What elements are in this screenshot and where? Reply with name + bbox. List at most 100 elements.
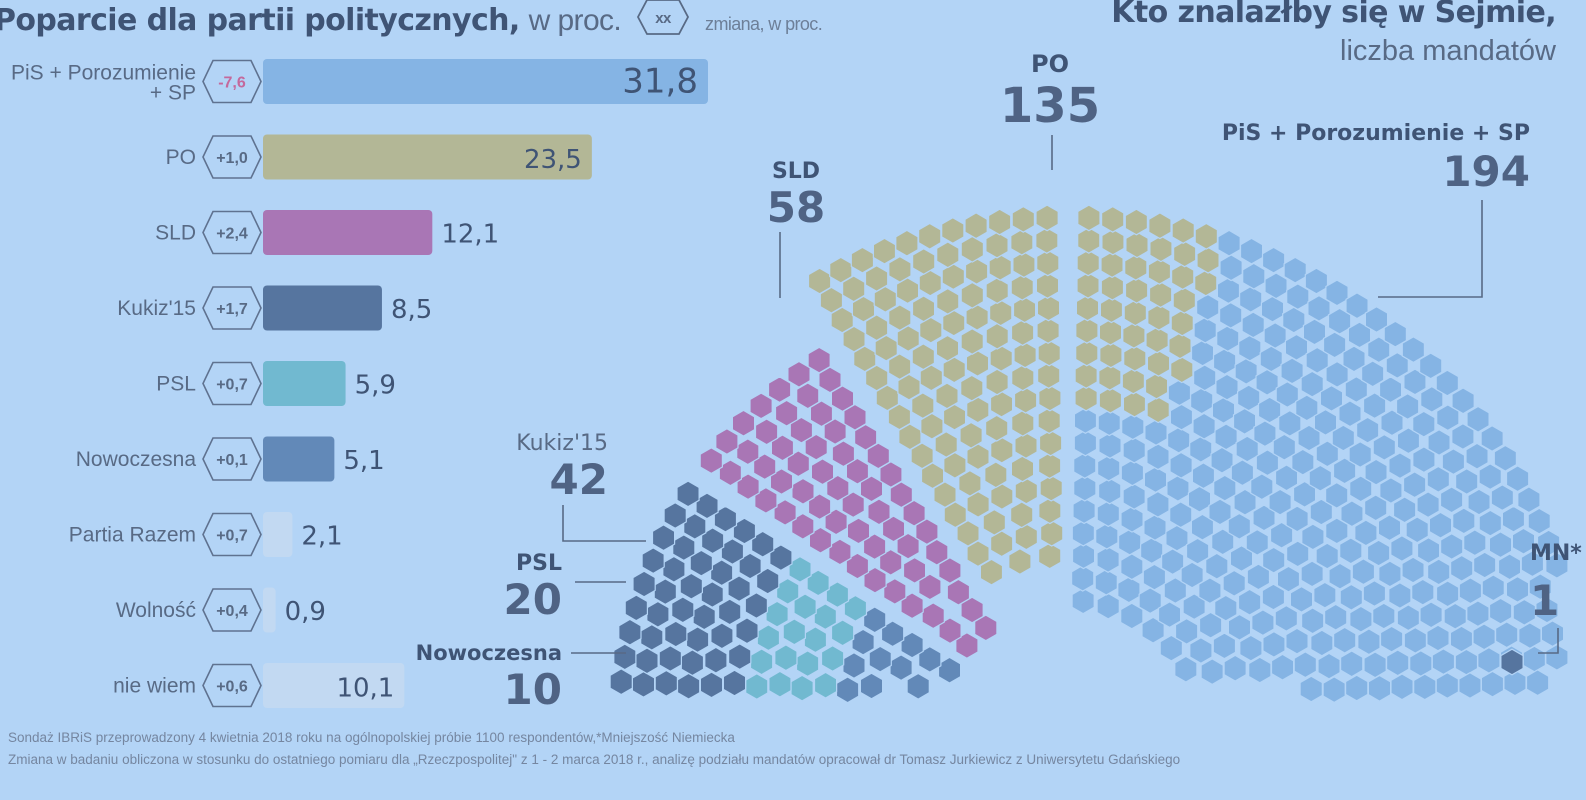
seat-hexagon (1315, 542, 1339, 570)
seat-hexagon (803, 626, 828, 654)
seat-hexagon (1072, 497, 1096, 525)
seat-hexagon (1342, 345, 1366, 373)
seat-hexagon (937, 656, 962, 684)
seat-hexagon (966, 443, 990, 471)
seat-hexagon (709, 559, 734, 587)
seat-hexagon (609, 668, 633, 696)
seat-hexagon (864, 265, 889, 292)
seat-hexagon (1308, 464, 1333, 492)
seat-hexagon (699, 671, 724, 699)
change-value: +1,0 (216, 150, 248, 167)
seat-hexagon (1117, 576, 1141, 604)
seat-hexagon (1322, 676, 1346, 704)
seat-hexagon (1366, 539, 1391, 567)
seat-hexagon (1452, 507, 1476, 535)
seat-hexagon (958, 469, 982, 497)
seat-hexagon (1522, 645, 1547, 673)
seat-hexagon (1302, 318, 1327, 346)
seat-hexagon (1146, 396, 1170, 424)
seat-hexagon (1073, 474, 1097, 502)
seat-hexagon (774, 644, 798, 672)
seat-hexagon (1517, 486, 1541, 514)
seat-hexagon (1304, 267, 1329, 295)
left-title-bold: Poparcie dla partii politycznych, (0, 3, 520, 38)
seat-hexagon (1124, 276, 1149, 304)
seat-hexagon (1364, 458, 1388, 486)
seat-hexagon (964, 257, 989, 285)
seat-hexagon (960, 281, 985, 309)
seat-hexagon (1354, 519, 1378, 547)
seat-hexagon-mn (1500, 648, 1524, 676)
seat-hexagon (921, 602, 945, 630)
seat-hexagon (1338, 400, 1362, 428)
party-seats-label: 135 (1000, 78, 1100, 134)
seat-hexagon (1275, 381, 1300, 408)
seat-hexagon (1208, 498, 1232, 526)
seat-hexagon (1392, 496, 1417, 524)
seat-hexagon (1170, 356, 1194, 384)
seat-hexagon (1274, 604, 1299, 632)
seat-hexagon (1146, 490, 1170, 518)
seat-hexagon (917, 222, 942, 250)
seat-hexagon (1237, 588, 1262, 616)
seat-hexagon (1074, 362, 1098, 389)
seat-hexagon (1038, 384, 1062, 412)
seat-hexagon (1096, 454, 1121, 482)
seat-hexagon (618, 618, 642, 646)
seat-hexagon (1545, 643, 1569, 671)
seat-hexagon (653, 578, 678, 606)
seat-hexagon (1038, 429, 1063, 457)
seat-hexagon (1143, 466, 1168, 494)
seat-hexagon (1124, 208, 1149, 236)
seat-hexagon (1377, 514, 1402, 542)
change-value: +0,6 (216, 679, 248, 696)
seat-hexagon (1145, 326, 1169, 354)
seat-hexagon (1193, 316, 1217, 344)
seat-hexagon (1227, 613, 1252, 641)
seat-hexagon (1439, 533, 1464, 560)
category-label: Kukiz'15 (117, 297, 196, 320)
seat-hexagon (1493, 444, 1518, 472)
seat-hexagon (1466, 405, 1490, 433)
seat-hexagon (1383, 320, 1408, 348)
support-bar-chart: PiS + Porozumienie+ SP -7,6 31,8 PO +1,0 23,5… (11, 59, 708, 708)
change-hexagon (202, 588, 262, 632)
seat-hexagon (1117, 528, 1142, 556)
seat-hexagon (1099, 296, 1124, 324)
seat-hexagon (1071, 542, 1096, 570)
seat-hexagon (883, 577, 907, 605)
seat-hexagon (1122, 321, 1146, 349)
seat-hexagon (1527, 507, 1551, 535)
seat-hexagon (1144, 372, 1169, 400)
seat-hexagon (1101, 228, 1125, 256)
value-label: 5,1 (343, 446, 384, 476)
seat-hexagon (1426, 558, 1451, 586)
seat-hexagon (1419, 601, 1443, 629)
seat-hexagon (787, 360, 811, 388)
seat-hexagon (1396, 604, 1421, 632)
seat-hexagon (1011, 364, 1035, 392)
seat-hexagon (1324, 481, 1349, 509)
seat-hexagon (679, 572, 704, 600)
seat-hexagon (1189, 637, 1213, 664)
seat-hexagon (1339, 583, 1364, 611)
value-label: 12,1 (441, 220, 499, 250)
change-value: +0,7 (216, 377, 248, 394)
seat-hexagon (966, 490, 990, 518)
seat-hexagon (671, 596, 695, 624)
seat-hexagon (1239, 237, 1264, 265)
seat-hexagon (1098, 432, 1122, 459)
seat-hexagon (1260, 295, 1285, 323)
seat-hexagon (1340, 500, 1364, 528)
seat-hexagon (745, 673, 769, 700)
seat-hexagon (989, 344, 1013, 372)
seat-hexagon (1124, 253, 1148, 281)
seat-hexagon (1511, 527, 1536, 555)
seat-hexagon (1323, 603, 1348, 631)
seat-hexagon (1285, 627, 1309, 655)
seat-hexagon (1443, 602, 1467, 630)
seat-hexagon (1012, 251, 1036, 279)
change-hexagon (202, 286, 262, 330)
seat-hexagon (613, 643, 637, 671)
seat-hexagon (1121, 367, 1146, 395)
